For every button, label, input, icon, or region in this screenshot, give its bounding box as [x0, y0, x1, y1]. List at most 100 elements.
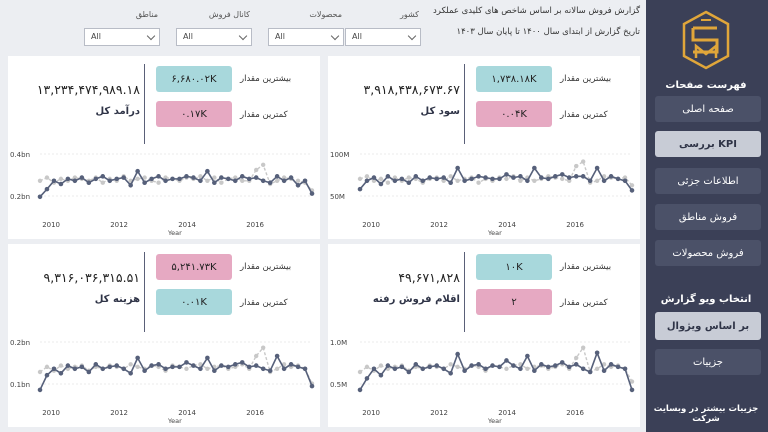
main-series-point	[539, 362, 544, 367]
filter-channel-dropdown[interactable]: All	[176, 28, 252, 46]
kpi-total-value: ۹,۳۱۶,۰۳۶,۳۱۵.۵۱	[43, 270, 140, 285]
view-details-button[interactable]: جزییات	[655, 349, 761, 375]
filter-value: All	[275, 32, 285, 41]
main-series-point	[65, 176, 71, 182]
trend-line-chart: 100M 50M 2010 2012 2014 2016 Year	[330, 151, 635, 236]
filter-region-dropdown[interactable]: All	[84, 28, 160, 46]
main-series-point	[142, 368, 147, 374]
reference-series-point	[274, 178, 280, 183]
main-series-point	[476, 362, 481, 367]
reference-series-point	[455, 364, 460, 370]
reference-series-point	[135, 176, 140, 182]
website-link[interactable]: جزییات بیشتر در وبسایت شرکت	[653, 404, 759, 424]
main-series-point	[434, 176, 440, 182]
x-axis-label: Year	[167, 229, 182, 236]
main-series-point	[364, 376, 370, 381]
main-series-point	[295, 182, 301, 188]
main-series-point	[79, 175, 85, 180]
reference-series-point	[142, 175, 147, 180]
trend-line-chart: 1.0M 0.5M 2010 2012 2014 2016 Year	[330, 339, 635, 424]
main-series-point	[281, 178, 287, 184]
reference-series-point	[580, 345, 586, 350]
main-series-point	[302, 178, 308, 184]
reference-series-point	[441, 178, 446, 183]
main-series-point	[399, 364, 405, 370]
reference-series-point	[385, 180, 391, 185]
reference-series-point	[198, 362, 203, 367]
main-series-point	[253, 363, 259, 368]
x-tick-label: 2012	[110, 221, 128, 229]
main-series-point	[232, 178, 238, 184]
main-series-point	[448, 180, 453, 186]
nav-product-sales[interactable]: فروش محصولات	[655, 240, 761, 266]
reference-series-point	[44, 175, 50, 180]
main-series-point	[587, 178, 593, 184]
main-series-point	[239, 360, 245, 365]
kpi-metric-name: درآمد کل	[95, 106, 140, 117]
main-series-point	[594, 350, 600, 356]
reference-series-point	[525, 366, 530, 371]
main-series-point	[392, 366, 398, 372]
main-series-point	[420, 366, 426, 372]
reference-series-point	[219, 180, 224, 185]
max-value-badge: ۶,۶۸۰.۰۲K	[156, 66, 232, 92]
main-series-point	[462, 178, 467, 184]
main-series-point	[177, 364, 182, 370]
reference-series-point	[205, 178, 210, 183]
nav-region-sales[interactable]: فروش مناطق	[655, 204, 761, 230]
main-series-point	[580, 366, 586, 372]
reference-series-point	[295, 178, 301, 183]
main-series-point	[267, 180, 273, 186]
reference-series-point	[580, 159, 586, 164]
main-series-point	[86, 369, 92, 375]
main-series-point	[260, 366, 266, 372]
reference-series-point	[128, 362, 133, 367]
main-series-point	[573, 362, 579, 367]
main-series-point	[288, 175, 294, 180]
reference-series-point	[205, 366, 210, 371]
nav-home[interactable]: صفحه اصلی	[655, 96, 761, 122]
reference-series-point	[198, 174, 203, 179]
min-label: کمترین مقدار	[560, 298, 608, 308]
main-series-point	[309, 383, 315, 389]
nav-details[interactable]: اطلاعات جزئی	[655, 168, 761, 194]
main-series-point	[615, 176, 621, 182]
x-tick-label: 2014	[498, 409, 516, 417]
main-series-point	[65, 363, 71, 368]
reference-series-point	[504, 366, 509, 371]
filter-products-dropdown[interactable]: All	[268, 28, 344, 46]
view-by-visual-button[interactable]: بر اساس ویژوال	[655, 312, 761, 340]
main-series-point	[518, 174, 523, 179]
kpi-metric-name: هزینه کل	[94, 294, 140, 305]
min-value-badge: ۰.۰۴K	[476, 101, 552, 127]
main-series-point	[128, 370, 133, 376]
main-series-point	[100, 174, 106, 179]
reference-series-point	[281, 175, 287, 180]
main-series-point	[274, 174, 280, 179]
x-tick-label: 2012	[110, 409, 128, 417]
reference-series-point	[594, 178, 600, 183]
nav-kpi-review[interactable]: بررسی KPI	[655, 131, 761, 157]
max-value-badge: ۱,۷۳۸.۱۸K	[476, 66, 552, 92]
reference-series-point	[37, 178, 43, 183]
reference-series-point	[260, 162, 266, 167]
filter-channel: کانال فروش All	[176, 6, 252, 46]
main-series-point	[295, 364, 301, 370]
main-series-point	[552, 363, 558, 368]
main-series-point	[385, 363, 391, 368]
min-value-badge: ۲	[476, 289, 552, 315]
main-series-point	[427, 175, 433, 180]
y-tick-label: 0.2bn	[10, 339, 30, 347]
main-series-point	[511, 363, 516, 368]
main-series-point	[232, 362, 238, 367]
pages-heading: فهرست صفحات	[665, 80, 747, 91]
main-series-point	[93, 176, 99, 182]
main-series-point	[114, 363, 120, 368]
main-series-point	[37, 194, 43, 200]
main-series-point	[504, 172, 509, 177]
filter-country-dropdown[interactable]: All	[345, 28, 421, 46]
main-series-point	[226, 364, 231, 370]
main-series-point	[163, 366, 168, 372]
reference-series-point	[72, 175, 78, 180]
